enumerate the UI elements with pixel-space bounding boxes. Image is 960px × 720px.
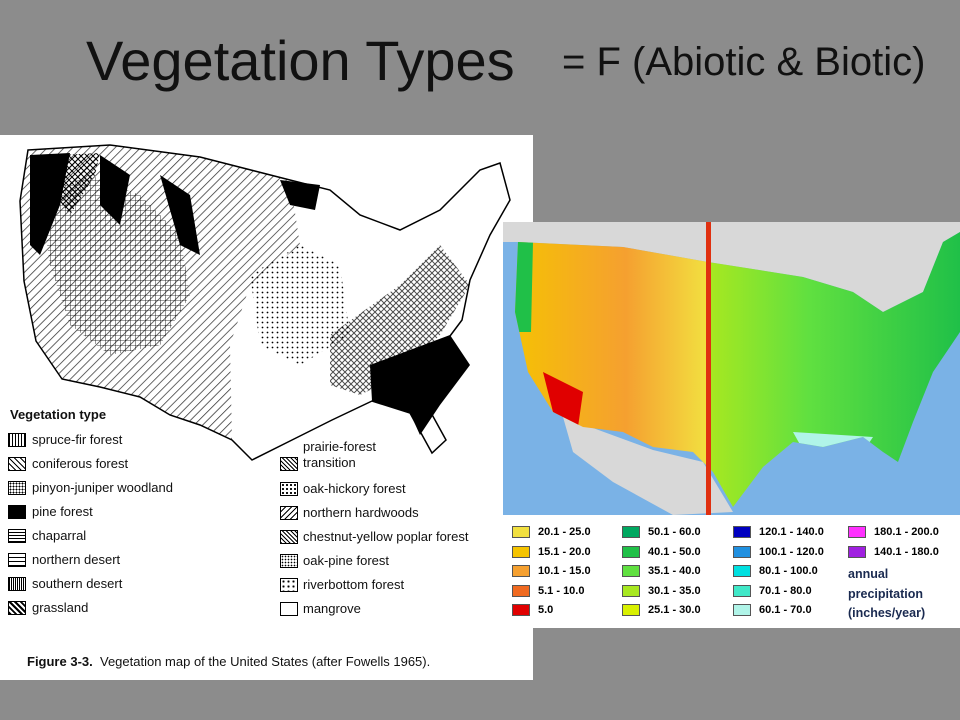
legend-title: annual xyxy=(848,567,889,581)
legend-swatch xyxy=(280,578,298,592)
caption-figure: Figure 3-3. xyxy=(27,654,93,669)
legend-label: northern desert xyxy=(32,552,121,567)
legend-label: 70.1 - 80.0 xyxy=(759,584,812,597)
figure-caption: Figure 3-3. Vegetation map of the United… xyxy=(27,654,430,669)
legend-swatch xyxy=(280,482,298,496)
legend-label: southern desert xyxy=(32,576,123,591)
legend-swatch xyxy=(280,554,298,568)
pacific-northwest xyxy=(515,242,533,332)
legend-label: pinyon-juniper woodland xyxy=(32,480,173,495)
legend-swatch xyxy=(622,545,640,558)
precipitation-figure: 20.1 - 25.0 15.1 - 20.0 10.1 - 15.0 5.1 - 1… xyxy=(503,222,960,628)
legend-title: Vegetation type xyxy=(10,407,107,422)
southwest-desert xyxy=(543,372,583,427)
legend-label: chaparral xyxy=(32,528,87,543)
legend-title: precipitation xyxy=(848,586,924,601)
legend-label: oak-hickory forest xyxy=(303,481,406,496)
legend-swatch xyxy=(733,565,751,577)
legend-swatch xyxy=(8,601,26,615)
legend-label: 50.1 - 60.0 xyxy=(648,526,701,538)
legend-label: 5.1 - 10.0 xyxy=(538,584,585,597)
oak-hickory-region xyxy=(250,245,350,365)
legend-label: pine forest xyxy=(32,504,93,519)
hardwoods-region xyxy=(330,245,470,395)
legend-label: 10.1 - 15.0 xyxy=(538,565,591,577)
legend-swatch xyxy=(8,481,26,495)
coniferous-region xyxy=(55,153,100,215)
legend-swatch xyxy=(280,457,298,471)
legend-swatch xyxy=(848,526,866,538)
vegetation-figure: Vegetation type Figure 3-3. Vegetation m… xyxy=(0,135,533,680)
legend-swatch xyxy=(733,545,751,558)
legend-label: coniferous forest xyxy=(32,456,129,471)
legend-swatch xyxy=(848,545,866,558)
legend-swatch xyxy=(512,526,530,538)
legend-label: chestnut-yellow poplar forest xyxy=(303,529,469,544)
legend-swatch xyxy=(280,602,298,616)
legend-swatch xyxy=(622,526,640,538)
legend-label: 15.1 - 20.0 xyxy=(538,545,591,558)
legend-swatch xyxy=(512,604,530,616)
legend-label: 120.1 - 140.0 xyxy=(759,526,824,538)
legend-swatch xyxy=(733,604,751,616)
legend-swatch xyxy=(733,526,751,538)
legend-swatch xyxy=(8,553,26,567)
legend-swatch xyxy=(622,584,640,597)
legend-label: 100.1 - 120.0 xyxy=(759,545,824,558)
legend-label: oak-pine forest xyxy=(303,553,389,568)
lakes-pine-region xyxy=(280,180,320,210)
southeast-pine-region xyxy=(370,335,470,435)
legend-label: grassland xyxy=(32,600,89,615)
legend-title: (inches/year) xyxy=(848,606,926,620)
legend-swatch xyxy=(8,529,26,543)
legend-swatch xyxy=(280,530,298,544)
legend-label: 60.1 - 70.0 xyxy=(759,604,812,616)
legend-label: 140.1 - 180.0 xyxy=(874,545,939,558)
pine-forest-region xyxy=(30,153,200,255)
legend-swatch xyxy=(512,584,530,597)
legend-label: 35.1 - 40.0 xyxy=(648,565,701,577)
slide-subtitle: = F (Abiotic & Biotic) xyxy=(562,40,926,84)
divider-line xyxy=(706,222,711,515)
legend-swatch xyxy=(622,565,640,577)
legend-label: 40.1 - 50.0 xyxy=(648,545,701,558)
legend-swatch xyxy=(512,545,530,558)
legend-label: 20.1 - 25.0 xyxy=(538,526,591,538)
legend-label: northern hardwoods xyxy=(303,505,419,520)
legend-label: 180.1 - 200.0 xyxy=(874,526,939,538)
legend-label: prairie-forest transition xyxy=(303,439,376,470)
legend-label: mangrove xyxy=(303,601,361,616)
legend-swatch xyxy=(8,433,26,447)
legend-label: 80.1 - 100.0 xyxy=(759,565,818,577)
desert-region xyxy=(40,175,190,355)
vegetation-map xyxy=(19,144,511,461)
legend-label: 5.0 xyxy=(538,604,554,616)
legend-swatch xyxy=(8,577,26,591)
legend-swatch xyxy=(8,505,26,519)
precipitation-map xyxy=(503,222,960,515)
slide-title: Vegetation Types xyxy=(86,29,515,92)
neighbor-land xyxy=(503,222,960,515)
legend-label: spruce-fir forest xyxy=(32,432,123,447)
legend-swatch xyxy=(733,584,751,597)
legend-label: 25.1 - 30.0 xyxy=(648,604,701,616)
legend-swatch xyxy=(622,604,640,616)
legend-label: riverbottom forest xyxy=(303,577,405,592)
legend-label: 30.1 - 35.0 xyxy=(648,584,701,597)
legend-swatch xyxy=(8,457,26,471)
legend-swatch xyxy=(512,565,530,577)
caption-text: Vegetation map of the United States (aft… xyxy=(99,654,431,669)
legend-swatch xyxy=(280,506,298,520)
